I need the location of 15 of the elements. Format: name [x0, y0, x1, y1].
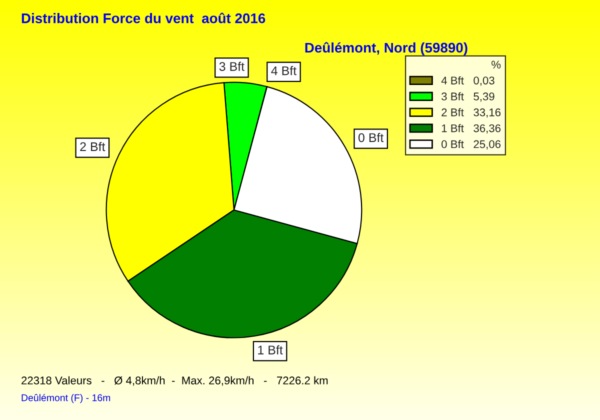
chart-title: Distribution Force du vent août 2016	[22, 12, 266, 24]
slice-label: 3 Bft	[219, 62, 244, 71]
legend-label: 0 Bft	[358, 132, 384, 142]
slice-label: 2 Bft	[80, 142, 106, 152]
chart-subtitle: Deûlémont, Nord (59890)	[305, 42, 468, 56]
category-label: 0 Bft 25,06	[442, 140, 501, 150]
legend-title: %	[492, 60, 501, 69]
slice-label: 4 Bft	[271, 66, 296, 76]
text: Deûlémont (F) - 16m	[22, 394, 110, 404]
category-label: 1 Bft 36,36	[442, 124, 501, 134]
category-label: 4 Bft 0,03	[441, 76, 494, 86]
category-label: 3 Bft 5,39	[442, 92, 494, 102]
slice-label: 1 Bft	[258, 345, 283, 354]
category-label: 2 Bft 33,16	[442, 108, 501, 118]
text: 22318 Valeurs - Ø 4,8km/h - Max. 26,9km/h - 7226.2 km	[22, 376, 328, 386]
